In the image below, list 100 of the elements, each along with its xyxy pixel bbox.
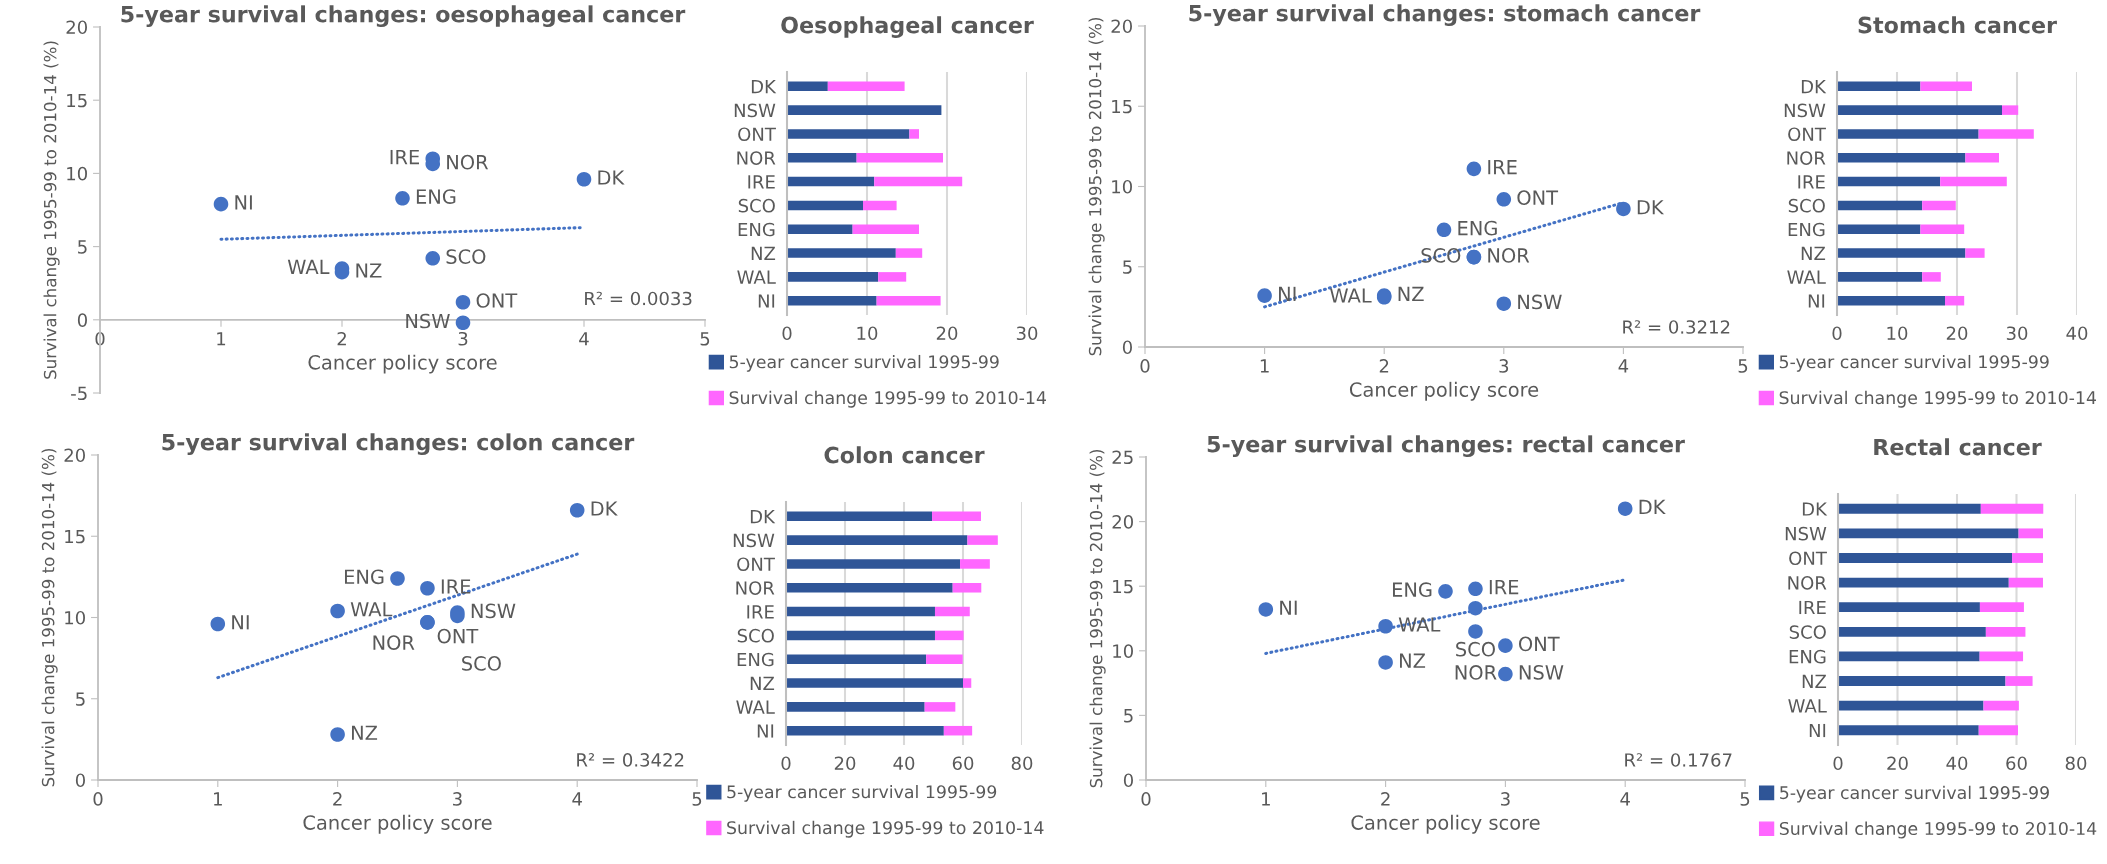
legend-label: Survival change 1995-99 to 2010-14 xyxy=(729,390,1047,408)
annotation: NSW xyxy=(1518,294,1562,310)
x-tick-label: 3 xyxy=(458,331,468,346)
y-tick-label: DK xyxy=(1802,502,1828,516)
x-tick-label: 5 xyxy=(692,792,702,806)
y-tick-label: NSW xyxy=(1785,526,1827,541)
x-axis-title: Cancer policy score xyxy=(1351,814,1540,834)
y-tick-label: ONT xyxy=(737,557,775,572)
x-tick-label: 30 xyxy=(2006,326,2028,341)
annotation: NOR xyxy=(1488,248,1530,263)
y-tick-label: IRE xyxy=(747,605,774,619)
y-tick-label: NOR xyxy=(1788,576,1827,590)
x-tick-label: 5 xyxy=(700,332,710,346)
y-tick-label: ONT xyxy=(1788,127,1826,142)
x-tick-label: 0 xyxy=(1832,326,1842,341)
annotation: NZ xyxy=(356,263,382,278)
annotation: WAL xyxy=(350,602,393,617)
annotation: IRE xyxy=(1488,160,1517,175)
chart-title: Rectal cancer xyxy=(1874,438,2042,456)
annotation: DK xyxy=(1637,200,1665,215)
y-tick-label: 5 xyxy=(1123,260,1132,274)
y-tick-label: 5 xyxy=(76,692,85,706)
x-tick-label: 20 xyxy=(936,326,958,341)
legend-label: Survival change 1995-99 to 2010-14 xyxy=(1779,390,2097,408)
y-tick-label: 0 xyxy=(75,773,85,788)
x-tick-label: 4 xyxy=(1618,359,1629,373)
y-tick-label: NZ xyxy=(1801,246,1826,260)
y-axis-title: Survival change 1995-99 to 2010-14 (%) xyxy=(1088,18,1105,356)
annotation: ONT xyxy=(1517,190,1559,205)
annotation: ENG xyxy=(1393,582,1432,598)
y-tick-label: IRE xyxy=(1798,175,1825,189)
y-tick-label: WAL xyxy=(736,700,775,714)
y-tick-label: 15 xyxy=(1113,579,1133,594)
y-tick-label: NOR xyxy=(1787,151,1826,165)
y-tick-label: 10 xyxy=(1112,179,1132,194)
annotation: SCO xyxy=(1456,641,1495,657)
chart-title: Stomach cancer xyxy=(1858,16,2057,34)
annotation: IRE xyxy=(1489,579,1519,595)
y-axis-title: Survival change 1995-99 to 2010-14 (%) xyxy=(1089,450,1106,788)
y-tick-label: NZ xyxy=(1802,674,1827,688)
x-tick-label: 1 xyxy=(214,792,222,806)
y-tick-label: SCO xyxy=(1789,625,1826,639)
annotation: R² = 0.3212 xyxy=(1623,320,1730,334)
y-tick-label: NZ xyxy=(750,676,775,690)
y-tick-label: 10 xyxy=(65,610,85,625)
y-tick-label: 10 xyxy=(67,166,87,181)
annotation: WAL xyxy=(287,259,330,274)
x-tick-label: 10 xyxy=(1887,326,1908,341)
y-tick-label: DK xyxy=(1801,79,1827,94)
annotation: SCO xyxy=(462,656,501,671)
x-tick-label: 3 xyxy=(1499,359,1509,373)
y-tick-label: DK xyxy=(751,79,777,94)
y-tick-label: 20 xyxy=(1111,19,1132,34)
y-tick-label: ONT xyxy=(738,127,776,142)
x-tick-label: 0 xyxy=(782,326,792,341)
y-tick-label: ONT xyxy=(1789,551,1827,566)
y-tick-label: IRE xyxy=(1799,600,1826,615)
y-tick-label: NI xyxy=(757,724,774,738)
annotation: DK xyxy=(1639,499,1666,515)
y-tick-label: SCO xyxy=(738,198,775,213)
x-tick-label: 0 xyxy=(95,331,105,346)
annotation: DK xyxy=(598,170,625,185)
annotation: WAL xyxy=(1330,288,1372,303)
y-tick-label: 25 xyxy=(1112,450,1133,465)
x-tick-label: 2 xyxy=(1379,359,1389,373)
annotation: NI xyxy=(232,615,249,630)
x-tick-label: 10 xyxy=(857,326,878,341)
y-tick-label: 15 xyxy=(1112,99,1132,114)
annotation: NSW xyxy=(471,603,516,619)
y-tick-label: 5 xyxy=(78,240,87,254)
chart-title: 5-year survival changes: colon cancer xyxy=(162,433,635,455)
annotation: NZ xyxy=(1398,286,1424,302)
annotation: ENG xyxy=(1458,220,1497,236)
annotation: NOR xyxy=(1455,665,1497,680)
x-tick-label: 2 xyxy=(337,331,346,346)
x-tick-label: 40 xyxy=(2066,326,2088,341)
y-tick-label: ENG xyxy=(1788,222,1825,237)
annotation: NSW xyxy=(1519,664,1564,680)
x-axis-title: Cancer policy score xyxy=(1349,381,1539,401)
chart-title: 5-year survival changes: stomach cancer xyxy=(1189,4,1701,26)
y-tick-label: 5 xyxy=(1124,709,1133,723)
x-tick-label: 80 xyxy=(1011,756,1033,771)
chart-title: Colon cancer xyxy=(824,446,985,464)
annotation: IRE xyxy=(390,149,419,165)
annotation: ONT xyxy=(476,293,518,308)
annotation: SCO xyxy=(446,249,486,264)
y-tick-label: WAL xyxy=(1788,699,1827,713)
y-tick-label: NI xyxy=(758,294,775,308)
annotation: NI xyxy=(235,195,252,210)
y-tick-label: ENG xyxy=(737,652,774,667)
legend-label: 5-year cancer survival 1995-99 xyxy=(729,354,999,372)
annotation: NOR xyxy=(447,154,489,170)
x-tick-label: 80 xyxy=(2065,756,2087,771)
x-tick-label: 0 xyxy=(781,756,791,771)
x-tick-label: 1 xyxy=(1260,359,1269,373)
y-tick-label: 15 xyxy=(67,93,87,108)
y-tick-label: NI xyxy=(1809,723,1826,738)
y-tick-label: DK xyxy=(750,509,776,524)
legend-label: 5-year cancer survival 1995-99 xyxy=(1780,785,2049,803)
y-tick-label: NSW xyxy=(733,533,775,548)
